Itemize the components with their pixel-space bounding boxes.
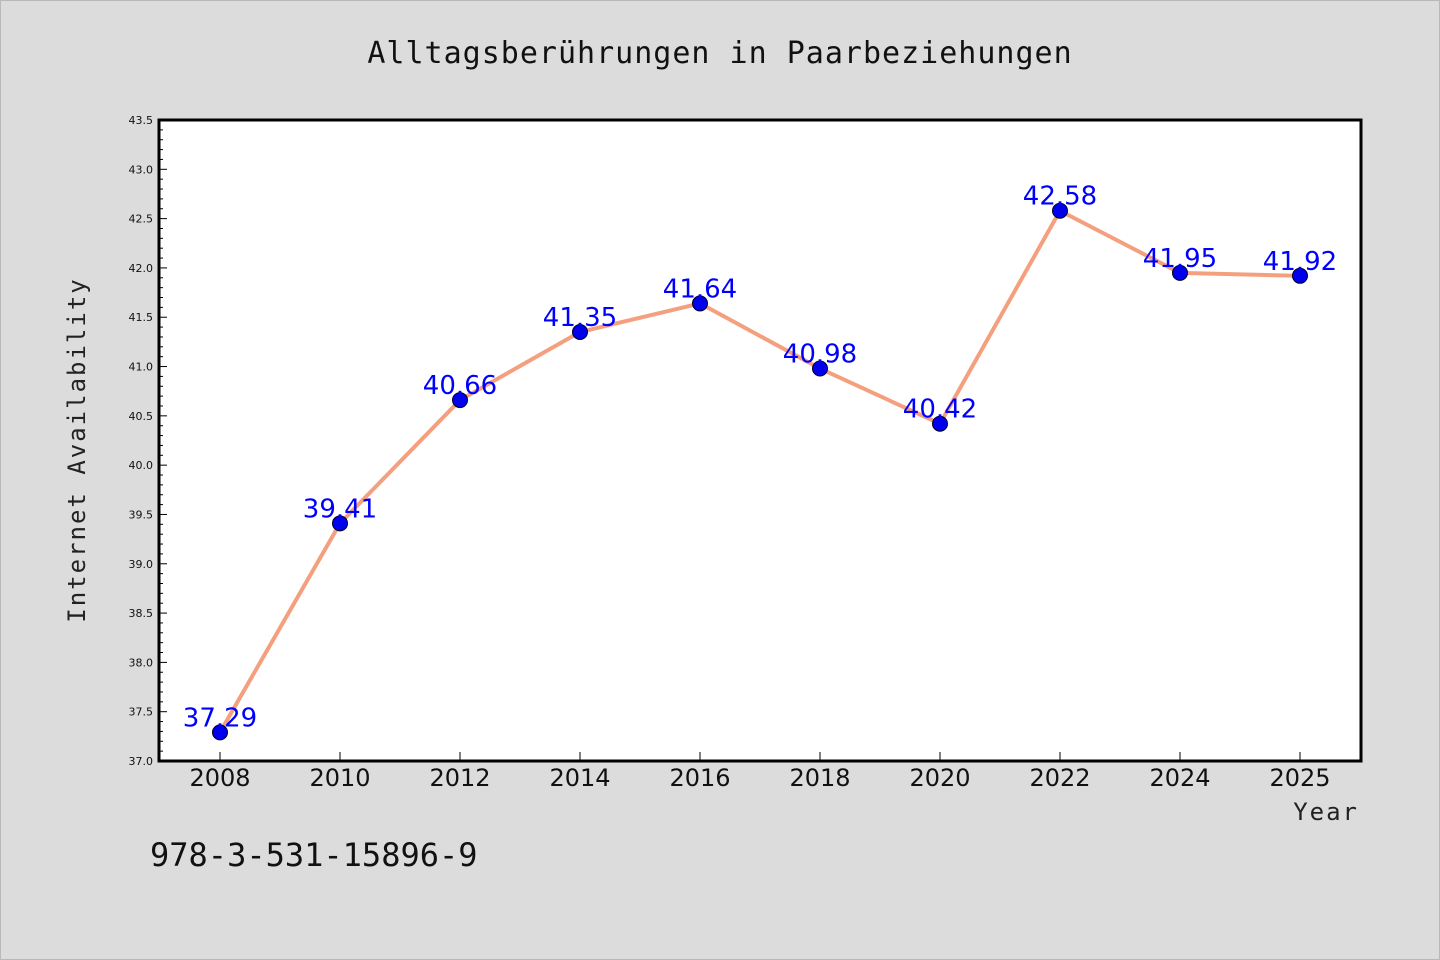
y-axis: 37.0 37.5 38.0 38.5 39.0 39.5 40.0 40.5 41.0 41.5…: [129, 114, 167, 768]
y-tick-label: 43.5: [129, 114, 154, 127]
data-point: [1172, 264, 1188, 281]
data-label: 41.95: [1143, 244, 1217, 274]
data-label: 41.92: [1263, 247, 1337, 277]
x-tick-label: 2020: [909, 764, 970, 792]
y-tick-label: 38.5: [129, 607, 154, 620]
y-tick-label: 43.0: [129, 163, 154, 176]
y-tick-label: 41.0: [129, 361, 154, 374]
data-point: [1292, 267, 1308, 284]
x-axis-label: Year: [1293, 798, 1359, 826]
x-tick-label: 2024: [1149, 764, 1210, 792]
series-layer: 37.29 39.41 40.66 41.35 41.64 40.98 40.42 42.58…: [183, 182, 1337, 741]
data-point: [212, 724, 228, 741]
x-tick-label: 2012: [429, 764, 490, 792]
y-tick-label: 42.0: [129, 262, 154, 275]
data-point: [812, 360, 828, 377]
data-point: [1052, 202, 1068, 219]
y-tick-label: 39.5: [129, 508, 154, 521]
data-label: 42.58: [1023, 182, 1097, 212]
data-label: 40.98: [783, 340, 857, 370]
data-label: 39.41: [303, 494, 377, 524]
data-point: [932, 415, 948, 432]
y-tick-label: 41.5: [129, 311, 154, 324]
x-tick-label: 2008: [189, 764, 250, 792]
data-label: 40.42: [903, 395, 977, 425]
data-point: [572, 324, 588, 341]
x-tick-label: 2010: [309, 764, 370, 792]
data-point: [332, 515, 348, 532]
chart-title: Alltagsberührungen in Paarbeziehungen: [367, 36, 1072, 71]
plot-area: [157, 118, 1363, 763]
data-point: [692, 295, 708, 312]
x-tick-label: 2016: [669, 764, 730, 792]
x-tick-label: 2022: [1029, 764, 1090, 792]
x-tick-label: 2025: [1269, 764, 1330, 792]
series-line: [218, 208, 1302, 735]
y-tick-label: 37.0: [129, 755, 154, 768]
data-point: [452, 392, 468, 409]
y-axis-label: Internet Availability: [63, 277, 91, 622]
x-tick-label: 2014: [549, 764, 610, 792]
y-tick-label: 40.5: [129, 410, 154, 423]
y-tick-label: 39.0: [129, 558, 154, 571]
y-tick-label: 40.0: [129, 459, 154, 472]
data-label: 40.66: [423, 371, 497, 401]
x-tick-label: 2018: [789, 764, 850, 792]
isbn-text: 978-3-531-15896-9: [150, 836, 478, 874]
y-tick-label: 42.5: [129, 213, 154, 226]
y-tick-label: 38.0: [129, 656, 154, 669]
y-tick-label: 37.5: [129, 706, 154, 719]
data-label: 41.64: [663, 274, 737, 304]
data-label: 41.35: [543, 303, 617, 333]
x-axis: 2008 2010 2012 2014 2016 2018 2020 2022 2024 2025: [189, 752, 1331, 792]
data-label: 37.29: [183, 703, 257, 733]
